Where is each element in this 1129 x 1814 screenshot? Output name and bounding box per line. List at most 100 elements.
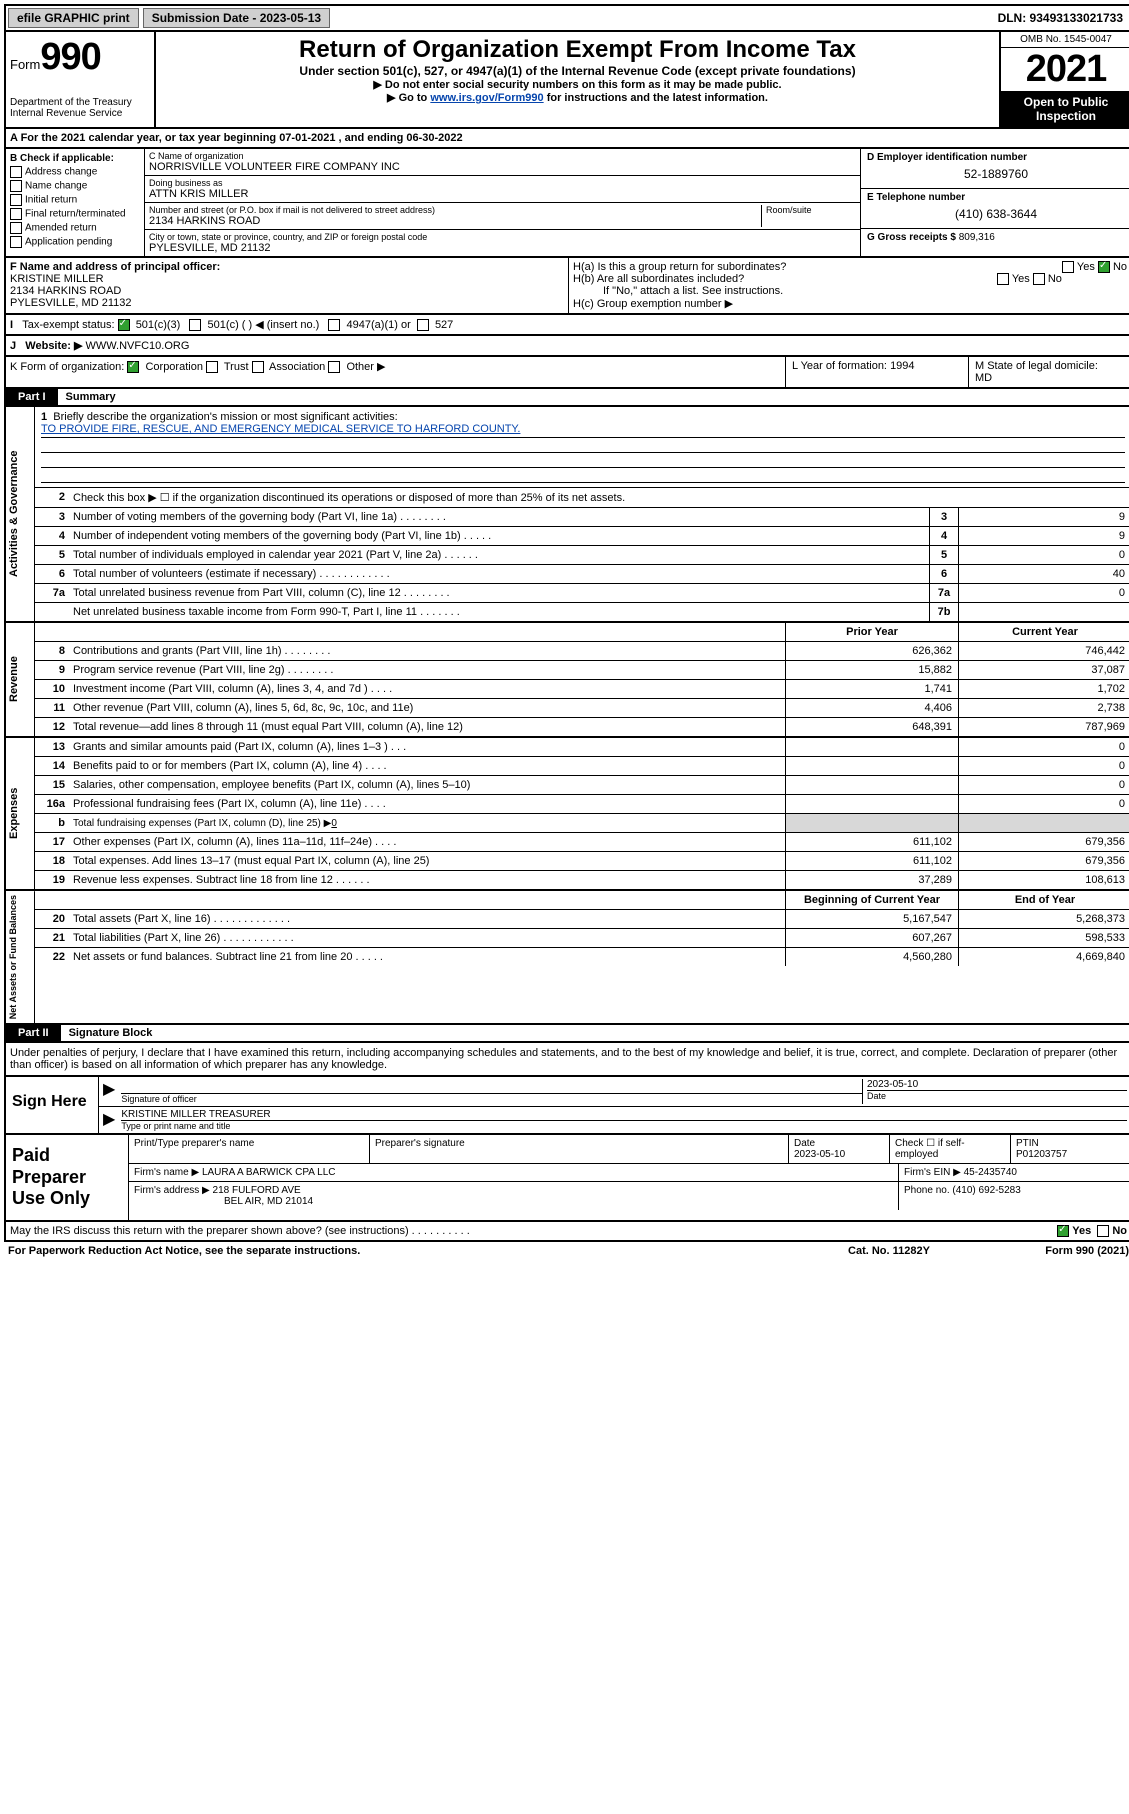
ck-assoc[interactable] xyxy=(252,361,264,373)
paid-preparer-block: Paid Preparer Use Only Print/Type prepar… xyxy=(4,1135,1129,1222)
part1-tag: Part I xyxy=(6,389,58,405)
year-formation: 1994 xyxy=(890,360,914,372)
501c: 501(c) ( ) ◀ (insert no.) xyxy=(208,319,320,331)
officer-addr1: 2134 HARKINS ROAD xyxy=(10,285,564,297)
page-footer: For Paperwork Reduction Act Notice, see … xyxy=(4,1242,1129,1260)
val-8p: 626,362 xyxy=(785,642,958,660)
part1-title: Summary xyxy=(58,389,124,405)
efile-button[interactable]: efile GRAPHIC print xyxy=(8,8,139,28)
val-13p xyxy=(785,738,958,756)
ck-corp[interactable] xyxy=(127,361,139,373)
gross-label: G Gross receipts $ xyxy=(867,232,956,243)
ck-address[interactable]: Address change xyxy=(10,166,140,178)
check-title: B Check if applicable: xyxy=(10,153,140,164)
tax-period: A For the 2021 calendar year, or tax yea… xyxy=(4,129,1129,149)
room-label: Room/suite xyxy=(766,205,856,215)
ha-no[interactable]: No xyxy=(1113,261,1127,273)
prep-selfemp[interactable]: Check ☐ if self-employed xyxy=(890,1135,1011,1163)
org-name: NORRISVILLE VOLUNTEER FIRE COMPANY INC xyxy=(149,161,856,173)
discuss-no[interactable] xyxy=(1097,1225,1109,1237)
val-9c: 37,087 xyxy=(958,661,1129,679)
officer-label: F Name and address of principal officer: xyxy=(10,261,564,273)
gov-sidebar: Activities & Governance xyxy=(6,407,35,621)
ck-501c3[interactable] xyxy=(118,319,130,331)
taxexempt-label: Tax-exempt status: xyxy=(22,319,114,331)
line-8: Contributions and grants (Part VIII, lin… xyxy=(69,642,785,660)
sig-date: 2023-05-10 xyxy=(867,1079,1127,1090)
ck-pending[interactable]: Application pending xyxy=(10,236,140,248)
pra-notice: For Paperwork Reduction Act Notice, see … xyxy=(8,1245,799,1257)
val-16bc xyxy=(958,814,1129,832)
ptin-label: PTIN xyxy=(1016,1138,1039,1149)
perjury-text: Under penalties of perjury, I declare th… xyxy=(4,1043,1129,1077)
line-13: Grants and similar amounts paid (Part IX… xyxy=(69,738,785,756)
form-number: 990 xyxy=(40,36,100,78)
city-label: City or town, state or province, country… xyxy=(149,232,856,242)
line-2: Check this box ▶ ☐ if the organization d… xyxy=(69,488,1129,507)
val-16bp xyxy=(785,814,958,832)
state-domicile-label: M State of legal domicile: xyxy=(975,360,1098,372)
line-16a: Professional fundraising fees (Part IX, … xyxy=(69,795,785,813)
website-row: J Website: ▶ WWW.NVFC10.ORG xyxy=(4,336,1129,357)
line-18: Total expenses. Add lines 13–17 (must eq… xyxy=(69,852,785,870)
ssn-note: ▶ Do not enter social security numbers o… xyxy=(162,78,993,91)
identity-block: B Check if applicable: Address change Na… xyxy=(4,149,1129,258)
ck-name[interactable]: Name change xyxy=(10,180,140,192)
val-16ac: 0 xyxy=(958,795,1129,813)
officer-print-name: KRISTINE MILLER TREASURER xyxy=(121,1109,1127,1120)
ck-amended[interactable]: Amended return xyxy=(10,222,140,234)
val-10p: 1,741 xyxy=(785,680,958,698)
discuss-yes[interactable] xyxy=(1057,1225,1069,1237)
city: PYLESVILLE, MD 21132 xyxy=(149,242,856,254)
ck-final[interactable]: Final return/terminated xyxy=(10,208,140,220)
ck-initial[interactable]: Initial return xyxy=(10,194,140,206)
form-title: Return of Organization Exempt From Incom… xyxy=(162,36,993,64)
ha-label: H(a) Is this a group return for subordin… xyxy=(573,261,786,273)
line-20: Total assets (Part X, line 16) . . . . .… xyxy=(69,910,785,928)
hb-no[interactable]: No xyxy=(1048,273,1062,285)
line-3: Number of voting members of the governin… xyxy=(69,508,929,526)
ck-trust[interactable] xyxy=(206,361,218,373)
state-domicile: MD xyxy=(975,372,992,384)
top-bar: efile GRAPHIC print Submission Date - 20… xyxy=(4,4,1129,32)
form-subtitle: Under section 501(c), 527, or 4947(a)(1)… xyxy=(162,64,993,78)
website-url[interactable]: WWW.NVFC10.ORG xyxy=(86,340,190,352)
officer-addr2: PYLESVILLE, MD 21132 xyxy=(10,297,564,309)
expenses-block: Expenses 13Grants and similar amounts pa… xyxy=(4,738,1129,891)
rev-sidebar: Revenue xyxy=(6,623,35,736)
ck-4947[interactable] xyxy=(328,319,340,331)
line-4: Number of independent voting members of … xyxy=(69,527,929,545)
line-7b: Net unrelated business taxable income fr… xyxy=(69,603,929,621)
dba: ATTN KRIS MILLER xyxy=(149,188,856,200)
sig-officer-label: Signature of officer xyxy=(121,1093,862,1104)
hb-label: H(b) Are all subordinates included? xyxy=(573,273,744,285)
irs-link[interactable]: www.irs.gov/Form990 xyxy=(430,92,543,104)
arrow-icon: ▶ xyxy=(103,1079,115,1104)
sig-date-label: Date xyxy=(867,1090,1127,1101)
val-4: 9 xyxy=(958,527,1129,545)
goto-note: ▶ Go to www.irs.gov/Form990 for instruct… xyxy=(162,91,993,104)
ein-label: D Employer identification number xyxy=(867,152,1125,163)
4947: 4947(a)(1) or xyxy=(347,319,411,331)
ck-501c[interactable] xyxy=(189,319,201,331)
val-21p: 607,267 xyxy=(785,929,958,947)
val-11c: 2,738 xyxy=(958,699,1129,717)
prep-name-hdr: Print/Type preparer's name xyxy=(129,1135,370,1163)
line-17: Other expenses (Part IX, column (A), lin… xyxy=(69,833,785,851)
val-22c: 4,669,840 xyxy=(958,948,1129,966)
ck-527[interactable] xyxy=(417,319,429,331)
part1-header: Part I Summary xyxy=(4,389,1129,407)
val-17c: 679,356 xyxy=(958,833,1129,851)
hb-yes[interactable]: Yes xyxy=(1012,273,1030,285)
open-to-public: Open to Public Inspection xyxy=(1001,91,1129,127)
line-5: Total number of individuals employed in … xyxy=(69,546,929,564)
prior-year-hdr: Prior Year xyxy=(785,623,958,641)
net-assets-block: Net Assets or Fund Balances Beginning of… xyxy=(4,891,1129,1025)
hc-label: H(c) Group exemption number ▶ xyxy=(573,297,1127,310)
ha-yes[interactable]: Yes xyxy=(1077,261,1095,273)
other: Other ▶ xyxy=(346,361,385,373)
val-6: 40 xyxy=(958,565,1129,583)
dln: DLN: 93493133021733 xyxy=(998,11,1129,25)
line-21: Total liabilities (Part X, line 26) . . … xyxy=(69,929,785,947)
ck-other[interactable] xyxy=(328,361,340,373)
